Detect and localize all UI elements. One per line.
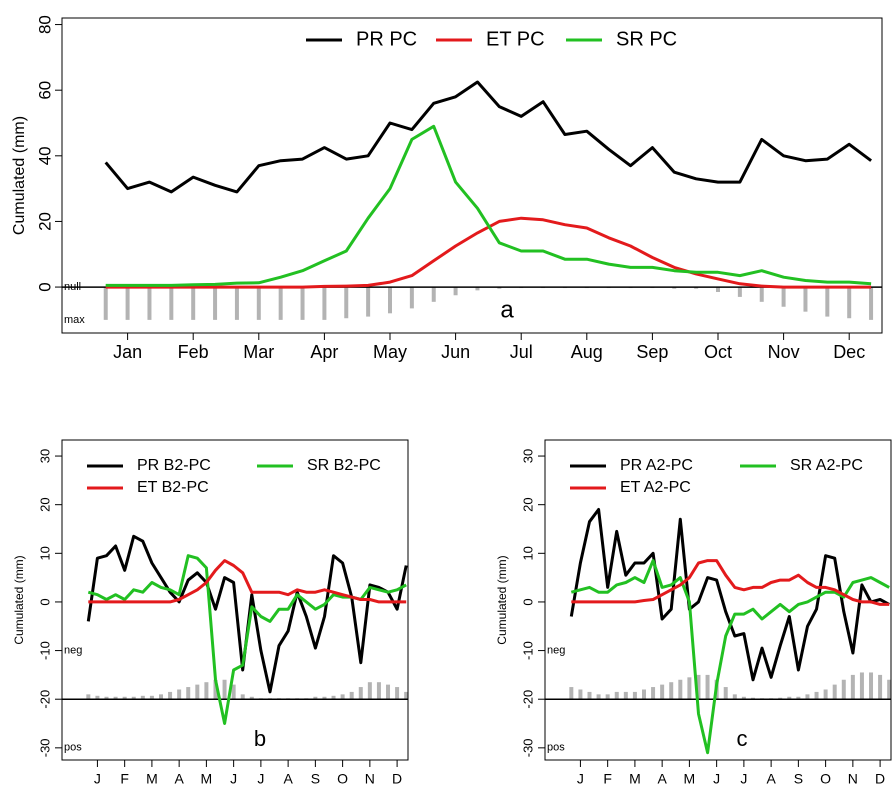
y-tick-label: 10: [520, 546, 535, 560]
y-tick-label: 30: [37, 449, 52, 463]
y-tick-label: 80: [35, 15, 54, 34]
y-tick-label: 30: [520, 449, 535, 463]
legend-label: ET A2-PC: [620, 479, 691, 496]
x-tick-label: O: [820, 771, 831, 787]
legend-label: SR B2-PC: [307, 457, 381, 474]
series-line: [104, 80, 872, 194]
panel-letter: b: [254, 726, 266, 751]
x-tick-label: J: [94, 771, 101, 787]
panel-letter: a: [500, 296, 514, 323]
series-line: [570, 559, 890, 755]
plot-frame: [544, 439, 892, 761]
series-line: [86, 534, 408, 694]
ref-label: neg: [64, 644, 82, 656]
x-tick-label: S: [311, 771, 320, 787]
ref-label: null: [64, 281, 81, 293]
y-tick-label: 10: [37, 546, 52, 560]
x-tick-label: Jul: [510, 342, 533, 362]
legend-label: SR A2-PC: [790, 457, 863, 474]
plot-frame: [61, 17, 883, 334]
y-axis-label: Cumulated (mm): [11, 116, 28, 235]
y-tick-label: -20: [520, 690, 535, 709]
y-tick-label: 20: [35, 212, 54, 231]
x-tick-label: A: [657, 771, 667, 787]
legend-label: ET B2-PC: [137, 479, 209, 496]
x-tick-label: Jan: [113, 342, 142, 362]
x-tick-label: A: [174, 771, 184, 787]
series-line: [105, 216, 872, 289]
panel-letter: c: [737, 726, 748, 751]
y-tick-label: 20: [520, 497, 535, 511]
y-tick-label: -30: [37, 738, 52, 757]
x-tick-label: J: [713, 771, 720, 787]
y-axis-label: Cumulated (mm): [12, 555, 26, 644]
x-tick-label: D: [875, 771, 885, 787]
plot-frame: [61, 439, 409, 761]
y-tick-label: 20: [37, 497, 52, 511]
x-tick-label: D: [392, 771, 402, 787]
x-tick-label: Nov: [768, 342, 800, 362]
x-tick-label: J: [230, 771, 237, 787]
x-tick-label: M: [201, 771, 213, 787]
y-axis-label: Cumulated (mm): [495, 555, 509, 644]
x-tick-label: M: [146, 771, 158, 787]
x-tick-label: J: [740, 771, 747, 787]
x-tick-label: Jun: [441, 342, 470, 362]
x-tick-label: Mar: [243, 342, 274, 362]
x-tick-label: F: [603, 771, 612, 787]
ref-label: pos: [547, 742, 565, 754]
ref-label: max: [64, 314, 85, 326]
series-line: [571, 559, 890, 606]
x-tick-label: Feb: [178, 342, 209, 362]
x-tick-label: Oct: [704, 342, 732, 362]
x-tick-label: J: [257, 771, 264, 787]
x-tick-label: Dec: [833, 342, 865, 362]
x-tick-label: N: [365, 771, 375, 787]
series-line: [88, 559, 407, 604]
legend-label: PR A2-PC: [620, 457, 693, 474]
x-tick-label: N: [848, 771, 858, 787]
y-tick-label: -10: [37, 641, 52, 660]
y-tick-label: -20: [37, 690, 52, 709]
x-tick-label: Sep: [636, 342, 668, 362]
x-tick-label: May: [373, 342, 407, 362]
x-tick-label: Aug: [571, 342, 603, 362]
x-tick-label: Apr: [310, 342, 338, 362]
y-tick-label: 40: [35, 146, 54, 165]
y-tick-label: 0: [35, 282, 54, 291]
legend-label: ET PC: [486, 28, 545, 50]
legend-label: PR PC: [356, 28, 417, 50]
x-tick-label: O: [337, 771, 348, 787]
ref-label: neg: [547, 644, 565, 656]
x-tick-label: J: [577, 771, 584, 787]
x-tick-label: M: [684, 771, 696, 787]
y-tick-label: -30: [520, 738, 535, 757]
y-tick-label: 0: [37, 598, 52, 605]
ref-label: pos: [64, 742, 82, 754]
x-tick-label: A: [283, 771, 293, 787]
x-tick-label: A: [766, 771, 776, 787]
y-tick-label: -10: [520, 641, 535, 660]
x-tick-label: S: [794, 771, 803, 787]
legend-label: SR PC: [616, 28, 677, 50]
legend-label: PR B2-PC: [137, 457, 211, 474]
series-line: [105, 124, 872, 287]
y-tick-label: 0: [520, 598, 535, 605]
x-tick-label: M: [629, 771, 641, 787]
x-tick-label: F: [120, 771, 129, 787]
y-tick-label: 60: [35, 81, 54, 100]
